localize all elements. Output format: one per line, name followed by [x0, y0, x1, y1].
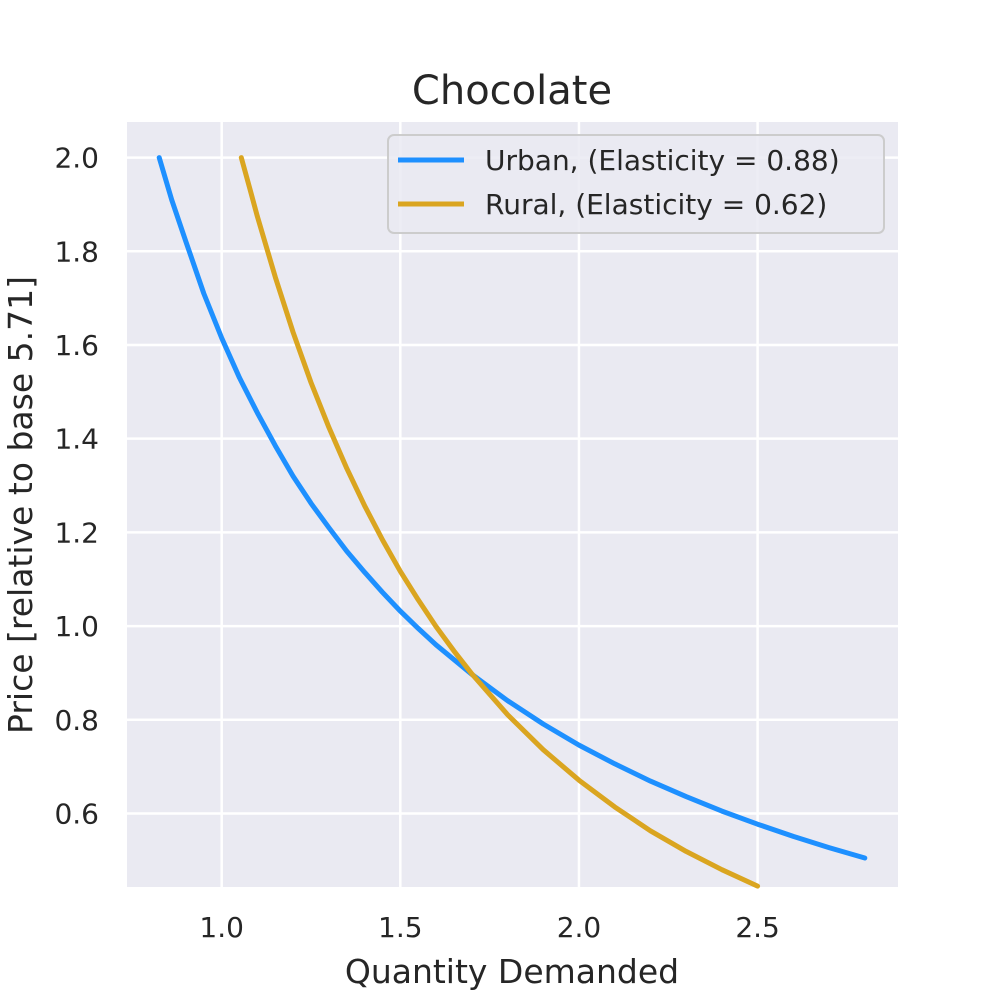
legend: Urban, (Elasticity = 0.88) Rural, (Elast… [387, 134, 885, 234]
x-tick-label: 2.0 [557, 911, 602, 944]
x-tick-label: 1.0 [199, 911, 244, 944]
y-axis-label: Price [relative to base 5.71] [1, 276, 40, 734]
legend-label-rural: Rural, (Elasticity = 0.62) [485, 188, 827, 221]
y-tick-label: 1.8 [54, 235, 99, 268]
chart-title: Chocolate [412, 68, 612, 114]
y-tick-label: 1.6 [54, 329, 99, 362]
series-line-urban [156, 155, 868, 861]
y-tick-label: 0.6 [54, 797, 99, 830]
legend-frame [387, 134, 885, 234]
y-tick-label: 2.0 [54, 142, 99, 175]
y-tick-label: 0.8 [54, 704, 99, 737]
y-tick-label: 1.2 [54, 516, 99, 549]
x-axis-label: Quantity Demanded [345, 952, 679, 991]
x-tick-label: 2.5 [735, 911, 780, 944]
y-tick-label: 1.4 [54, 423, 99, 456]
plot-area [127, 122, 898, 887]
legend-label-urban: Urban, (Elasticity = 0.88) [485, 144, 840, 177]
x-tick-label: 1.5 [378, 911, 423, 944]
series-line-rural [238, 155, 761, 889]
series-layer [156, 155, 868, 889]
y-tick-label: 1.0 [54, 610, 99, 643]
tick-layer: 1.0 1.5 2.0 2.5 0.6 0.8 1.0 1.2 1.4 1.6 1.8 2.0 [54, 142, 779, 944]
